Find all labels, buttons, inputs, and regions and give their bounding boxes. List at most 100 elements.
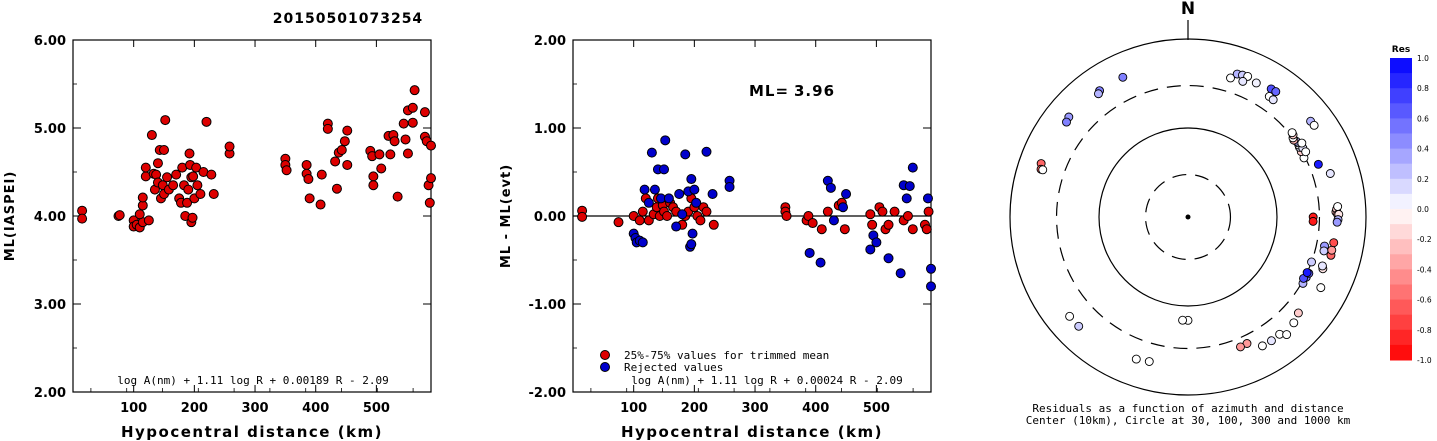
- station-point: [1317, 261, 1327, 271]
- data-point: [424, 197, 435, 208]
- data-point: [304, 193, 315, 204]
- data-point: [339, 136, 350, 147]
- rejected-data-point: [649, 184, 660, 195]
- data-point: [330, 156, 341, 167]
- rejected-data-point: [804, 247, 815, 258]
- data-point: [409, 85, 420, 96]
- data-point: [634, 215, 645, 226]
- residual-panel: 100 200 300 400 500 -2.00 -1.00 0.00 1.00 2.00 ML…: [499, 34, 936, 441]
- colorbar-cell: [1390, 133, 1412, 150]
- station-point: [1309, 120, 1319, 130]
- rejected-data-point: [724, 181, 735, 192]
- magnitude-y-axis-label: ML(IASPEI): [3, 171, 18, 262]
- colorbar-cell: [1390, 299, 1412, 316]
- rejected-data-point: [815, 257, 826, 268]
- station-point: [1268, 95, 1278, 105]
- rejected-data-point: [686, 239, 697, 250]
- data-point: [392, 191, 403, 202]
- station-point: [1236, 342, 1245, 352]
- data-point: [160, 115, 171, 126]
- y-tick-label: -1.00: [529, 298, 566, 313]
- data-point: [376, 163, 387, 174]
- station-point: [1038, 165, 1048, 175]
- data-point: [316, 169, 327, 180]
- data-point: [152, 158, 163, 169]
- legend-label-rejected: Rejected values: [624, 361, 723, 374]
- data-point: [192, 180, 203, 191]
- data-point: [183, 184, 194, 195]
- data-point: [315, 199, 326, 210]
- station-point: [1257, 341, 1267, 351]
- data-point: [398, 118, 409, 129]
- station-point: [1293, 308, 1303, 318]
- data-point: [191, 162, 202, 173]
- magnitude-plot-frame: [72, 39, 432, 393]
- colorbar-tick-label: 0.4: [1417, 145, 1429, 154]
- rejected-data-point: [841, 189, 852, 199]
- station-point: [1118, 72, 1128, 82]
- x-tick-label: 300: [241, 401, 268, 416]
- colorbar-cell: [1390, 284, 1412, 301]
- colorbar-cell: [1390, 148, 1412, 165]
- rejected-data-point: [865, 244, 876, 255]
- data-point: [159, 145, 170, 155]
- data-point: [822, 206, 833, 217]
- data-point: [322, 123, 333, 134]
- y-tick-label: 4.00: [34, 210, 66, 225]
- data-point: [407, 117, 418, 128]
- data-point: [577, 211, 588, 222]
- colorbar-cell: [1390, 178, 1412, 195]
- data-point: [143, 215, 154, 226]
- y-tick-label: 5.00: [34, 122, 66, 137]
- colorbar-cell: [1390, 269, 1412, 285]
- station-point: [1332, 217, 1342, 227]
- rejected-data-point: [646, 147, 657, 158]
- magnitude-x-axis-label: Hypocentral distance (km): [121, 423, 383, 441]
- data-point: [816, 224, 827, 235]
- station-point: [1327, 245, 1337, 255]
- data-point: [303, 174, 314, 185]
- station-point: [1302, 268, 1312, 278]
- residual-y-axis-label: ML - ML(evt): [499, 164, 514, 268]
- x-tick-label: 400: [802, 401, 829, 416]
- rejected-data-point: [922, 193, 933, 204]
- rejected-data-point: [671, 221, 682, 232]
- residual-axis-ticks: 100 200 300 400 500 -2.00 -1.00 0.00 1.00 2.00: [529, 34, 931, 416]
- data-point: [781, 211, 792, 221]
- station-point: [1226, 73, 1235, 83]
- station-point: [1062, 117, 1071, 127]
- x-tick-label: 500: [363, 401, 390, 416]
- station-point: [1094, 89, 1103, 99]
- rejected-data-point: [907, 162, 918, 173]
- data-point: [662, 211, 673, 221]
- data-point: [114, 210, 125, 221]
- colorbar-cell: [1390, 224, 1412, 240]
- data-point: [342, 159, 353, 170]
- colorbar-tick-label: -0.4: [1417, 265, 1432, 274]
- data-point: [342, 125, 353, 136]
- station-point: [1316, 283, 1326, 293]
- rejected-data-point: [674, 189, 685, 199]
- y-tick-label: 1.00: [534, 122, 566, 137]
- page-title: 20150501073254: [273, 11, 423, 27]
- colorbar-tick-label: -1.0: [1417, 356, 1432, 365]
- residual-x-axis-label: Hypocentral distance (km): [621, 423, 883, 441]
- data-point: [201, 116, 212, 127]
- data-point: [137, 192, 148, 203]
- data-point: [902, 211, 913, 221]
- y-tick-label: 2.00: [534, 34, 566, 49]
- data-point: [907, 224, 918, 235]
- colorbar-cell: [1390, 118, 1412, 134]
- colorbar-cell: [1390, 58, 1412, 74]
- y-tick-label: -2.00: [529, 386, 566, 401]
- ring-100km: [1098, 127, 1278, 307]
- station-point: [1308, 216, 1318, 226]
- rejected-data-point: [901, 193, 912, 204]
- colorbar-tick-label: 0.2: [1417, 175, 1429, 184]
- minor-ticks: [73, 83, 414, 392]
- colorbar-tick-label: 0.6: [1417, 114, 1429, 123]
- x-tick-label: 400: [302, 401, 329, 416]
- colorbar-cell: [1390, 88, 1412, 104]
- azimuth-panel: N Residuals as a function of azimuth and…: [1009, 0, 1367, 427]
